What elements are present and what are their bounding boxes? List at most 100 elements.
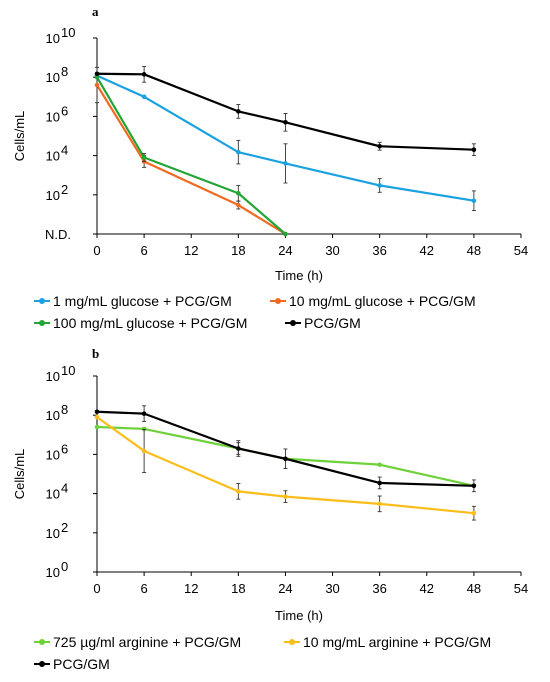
data-point bbox=[236, 489, 241, 494]
legend-label: 1 mg/mL glucose + PCG/GM bbox=[53, 293, 232, 309]
data-point bbox=[236, 149, 241, 155]
data-point bbox=[141, 155, 147, 160]
y-tick-label: 10 bbox=[46, 369, 60, 384]
data-point bbox=[471, 510, 477, 516]
legend-item: 100 mg/mL glucose + PCG/GM bbox=[34, 315, 247, 331]
y-tick-exponent: 0 bbox=[61, 559, 68, 574]
data-point bbox=[94, 409, 100, 415]
legend-swatch bbox=[34, 320, 50, 326]
series-line bbox=[96, 76, 287, 235]
legend-panel-b: 725 µg/ml arginine + PCG/GM 10 mg/mL argi… bbox=[0, 634, 550, 680]
legend-swatch bbox=[34, 639, 50, 645]
x-tick-label: 24 bbox=[278, 243, 292, 258]
y-tick-label: 10 bbox=[46, 408, 60, 423]
y-tick-label: 10 bbox=[46, 526, 60, 541]
y-tick-label: 10 bbox=[46, 70, 60, 85]
legend-swatch bbox=[34, 298, 50, 304]
data-point bbox=[141, 94, 147, 100]
data-point bbox=[236, 446, 241, 451]
x-tick-label: 48 bbox=[467, 581, 481, 596]
x-axis-title: Time (h) bbox=[275, 608, 323, 623]
series-line bbox=[96, 416, 474, 515]
legend-label: 100 mg/mL glucose + PCG/GM bbox=[53, 315, 248, 331]
data-point bbox=[377, 480, 382, 486]
legend-item: 725 µg/ml arginine + PCG/GM bbox=[34, 634, 241, 650]
data-point bbox=[94, 414, 100, 420]
x-tick-label: 30 bbox=[325, 581, 339, 596]
x-tick-label: 30 bbox=[325, 243, 339, 258]
x-axis-title: Time (h) bbox=[275, 268, 323, 283]
x-tick-label: 54 bbox=[514, 243, 528, 258]
y-tick-label: 10 bbox=[46, 565, 60, 580]
data-point bbox=[141, 448, 147, 454]
data-point bbox=[94, 74, 100, 80]
y-axis-title: Cells/mL bbox=[12, 111, 27, 162]
data-point bbox=[377, 462, 382, 467]
legend-swatch bbox=[34, 661, 50, 667]
x-tick-label: 12 bbox=[184, 243, 198, 258]
data-point bbox=[471, 198, 477, 204]
x-tick-label: 48 bbox=[467, 243, 481, 258]
y-tick-label: 10 bbox=[46, 487, 60, 502]
data-point bbox=[94, 424, 100, 430]
x-tick-label: 54 bbox=[514, 581, 528, 596]
legend-item: 10 mg/mL glucose + PCG/GM bbox=[270, 293, 476, 309]
legend-swatch bbox=[284, 639, 300, 645]
series-line bbox=[96, 72, 474, 151]
data-point bbox=[236, 190, 241, 196]
y-tick-label: 10 bbox=[46, 149, 60, 164]
y-tick-exponent: 6 bbox=[61, 103, 68, 118]
y-tick-exponent: 4 bbox=[61, 481, 68, 496]
legend-label: PCG/GM bbox=[53, 656, 110, 672]
data-point bbox=[94, 71, 100, 77]
y-tick-label: N.D. bbox=[45, 227, 71, 242]
y-tick-exponent: 8 bbox=[61, 402, 68, 417]
legend-item: PCG/GM bbox=[34, 656, 110, 672]
data-point bbox=[141, 72, 147, 77]
legend-label: 10 mg/mL arginine + PCG/GM bbox=[303, 634, 492, 650]
data-point bbox=[283, 120, 288, 125]
data-point bbox=[283, 231, 288, 237]
series-line bbox=[96, 410, 474, 487]
y-tick-exponent: 10 bbox=[61, 363, 75, 378]
y-tick-label: 10 bbox=[46, 188, 60, 203]
legend-swatch bbox=[270, 298, 286, 304]
x-tick-label: 24 bbox=[278, 581, 292, 596]
data-point bbox=[283, 494, 288, 499]
legend-swatch bbox=[285, 320, 301, 326]
x-tick-label: 0 bbox=[93, 243, 100, 258]
data-point bbox=[471, 147, 477, 152]
legend-label: PCG/GM bbox=[304, 315, 361, 331]
y-tick-exponent: 6 bbox=[61, 441, 68, 456]
legend-panel-a: 1 mg/mL glucose + PCG/GM 10 mg/mL glucose… bbox=[0, 293, 550, 339]
y-tick-label: 10 bbox=[46, 447, 60, 462]
legend-item: 1 mg/mL glucose + PCG/GM bbox=[34, 293, 232, 309]
y-axis-title: Cells/mL bbox=[12, 449, 27, 500]
legend-label: 725 µg/ml arginine + PCG/GM bbox=[53, 634, 242, 650]
x-tick-label: 12 bbox=[184, 581, 198, 596]
panel-a-label: a bbox=[92, 4, 99, 19]
legend-item: 10 mg/mL arginine + PCG/GM bbox=[284, 634, 491, 650]
data-point bbox=[471, 483, 477, 489]
x-tick-label: 36 bbox=[372, 243, 386, 258]
y-tick-exponent: 4 bbox=[61, 143, 68, 158]
x-tick-label: 6 bbox=[140, 581, 147, 596]
data-point bbox=[94, 82, 100, 88]
data-point bbox=[377, 501, 382, 507]
x-tick-label: 42 bbox=[420, 243, 434, 258]
y-tick-exponent: 8 bbox=[61, 64, 68, 79]
x-tick-label: 18 bbox=[231, 581, 245, 596]
x-tick-label: 42 bbox=[420, 581, 434, 596]
series-line bbox=[96, 74, 475, 202]
data-point bbox=[141, 411, 147, 416]
legend-item: PCG/GM bbox=[285, 315, 361, 331]
y-tick-label: 10 bbox=[46, 109, 60, 124]
data-point bbox=[377, 143, 382, 149]
y-tick-exponent: 2 bbox=[61, 182, 68, 197]
data-point bbox=[236, 202, 241, 208]
data-point bbox=[283, 161, 288, 166]
x-tick-label: 18 bbox=[231, 243, 245, 258]
y-tick-exponent: 2 bbox=[61, 520, 68, 535]
data-point bbox=[236, 109, 241, 114]
